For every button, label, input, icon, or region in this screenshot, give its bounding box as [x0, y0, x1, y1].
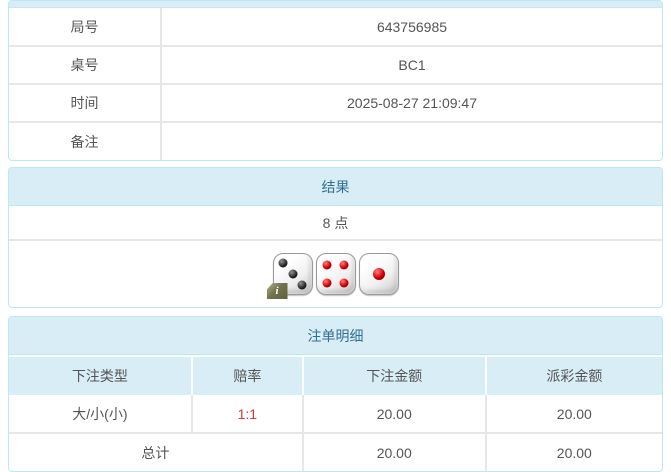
total-row: 总计 20.00 20.00 [9, 432, 662, 471]
result-panel: 结果 8 点 i [8, 167, 663, 308]
table-row: 局号 643756985 [9, 8, 662, 47]
die-pip [339, 260, 349, 270]
payout-amount-cell: 20.00 [484, 395, 662, 433]
die-pip [339, 278, 349, 288]
column-header-bet-amount: 下注金额 [301, 357, 486, 395]
row-value: 2025-08-27 21:09:47 [161, 84, 662, 123]
bet-amount-cell: 20.00 [301, 395, 486, 433]
dice-info-badge[interactable]: i [266, 283, 288, 299]
row-value: BC1 [161, 46, 662, 85]
row-value: 643756985 [161, 8, 662, 47]
bet-type-cell: 大/小(小) [72, 405, 128, 422]
dice-row: i [9, 241, 662, 307]
game-info-panel: 局号 643756985 桌号 BC1 时间 2025-08-27 21:09:… [8, 0, 663, 161]
column-header-payout-amount: 派彩金额 [484, 357, 662, 395]
bet-details-heading: 注单明细 [9, 317, 662, 355]
row-label: 时间 [9, 84, 162, 123]
bet-details-table: 下注类型 赔率 下注金额 派彩金额 大/小(小) 1:1 20.00 20.00… [9, 357, 662, 471]
bet-odds-cell: 1:1 [190, 395, 303, 433]
table-row: 备注 [9, 122, 662, 160]
result-heading: 结果 [9, 168, 662, 206]
die-3-value-1 [358, 253, 399, 295]
bet-details-panel: 注单明细 下注类型 赔率 下注金额 派彩金额 大/小(小) 1:1 20.00 … [8, 316, 663, 472]
bet-row: 大/小(小) 1:1 20.00 20.00 [9, 395, 662, 433]
column-header-odds: 赔率 [190, 357, 303, 395]
die-pip [278, 258, 288, 268]
result-points: 8 点 [9, 206, 662, 241]
die-pip [322, 260, 332, 270]
table-row: 桌号 BC1 [9, 46, 662, 85]
row-value [161, 122, 662, 160]
die-2-value-4 [315, 253, 356, 295]
die-pip [288, 269, 297, 279]
die-pip [297, 280, 307, 290]
game-info-heading-strip [9, 1, 662, 8]
row-label: 局号 [9, 8, 162, 47]
game-info-table: 局号 643756985 桌号 BC1 时间 2025-08-27 21:09:… [9, 8, 662, 160]
total-payout-amount-cell: 20.00 [484, 432, 662, 471]
row-label: 桌号 [9, 46, 162, 85]
total-label-cell: 总计 [9, 432, 303, 471]
table-row: 时间 2025-08-27 21:09:47 [9, 84, 662, 123]
total-bet-amount-cell: 20.00 [301, 432, 486, 471]
die-pip [372, 268, 385, 280]
die-pip [322, 278, 332, 288]
bet-table-header-row: 下注类型 赔率 下注金额 派彩金额 [9, 357, 662, 395]
column-header-bet-type: 下注类型 [9, 357, 192, 395]
row-label: 备注 [9, 122, 162, 160]
die-1-value-3: i [266, 253, 313, 299]
